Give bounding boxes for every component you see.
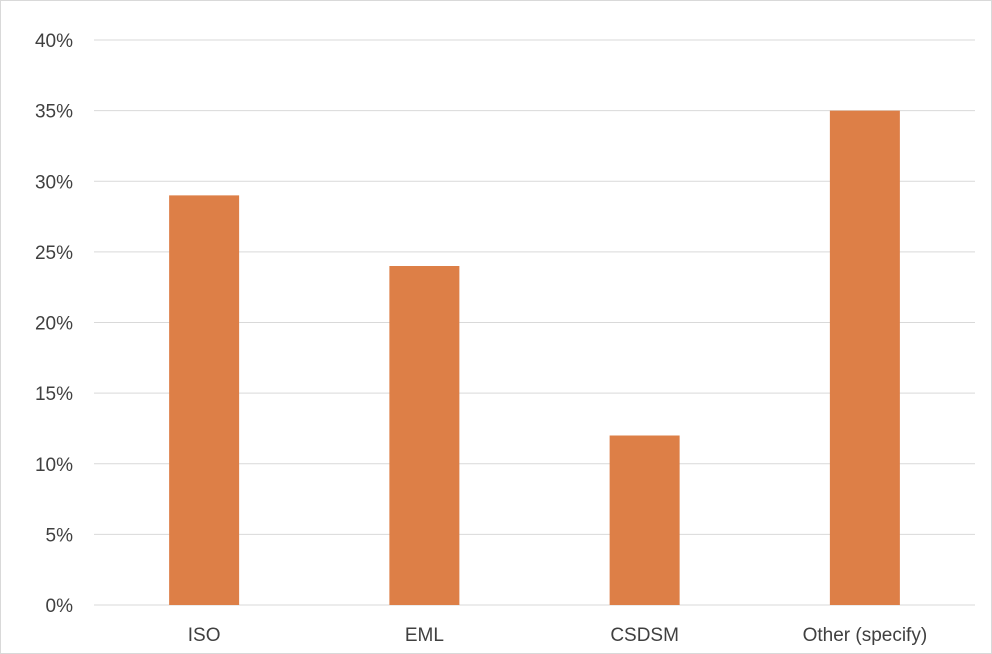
y-tick-label: 10%: [35, 455, 73, 476]
bars: [169, 110, 900, 605]
x-tick-label: CSDSM: [610, 625, 679, 646]
y-tick-label: 40%: [35, 31, 73, 52]
bar: [609, 435, 680, 605]
y-tick-label: 35%: [35, 102, 73, 123]
y-tick-label: 30%: [35, 172, 73, 193]
y-tick-label: 25%: [35, 243, 73, 264]
y-axis-tick-labels: 0% 5% 10% 15% 20% 25% 30% 35% 40%: [35, 31, 73, 617]
y-tick-label: 0%: [46, 596, 74, 617]
x-tick-label: ISO: [188, 625, 221, 646]
bar: [829, 110, 900, 605]
x-tick-label: EML: [405, 625, 444, 646]
y-tick-label: 5%: [46, 525, 74, 546]
x-tick-label: Other (specify): [803, 625, 928, 646]
x-axis-tick-labels: ISO EML CSDSM Other (specify): [188, 625, 927, 646]
y-tick-label: 20%: [35, 314, 73, 335]
y-tick-label: 15%: [35, 384, 73, 405]
bar: [169, 195, 240, 605]
bar: [389, 266, 460, 605]
gridlines: [94, 39, 975, 606]
